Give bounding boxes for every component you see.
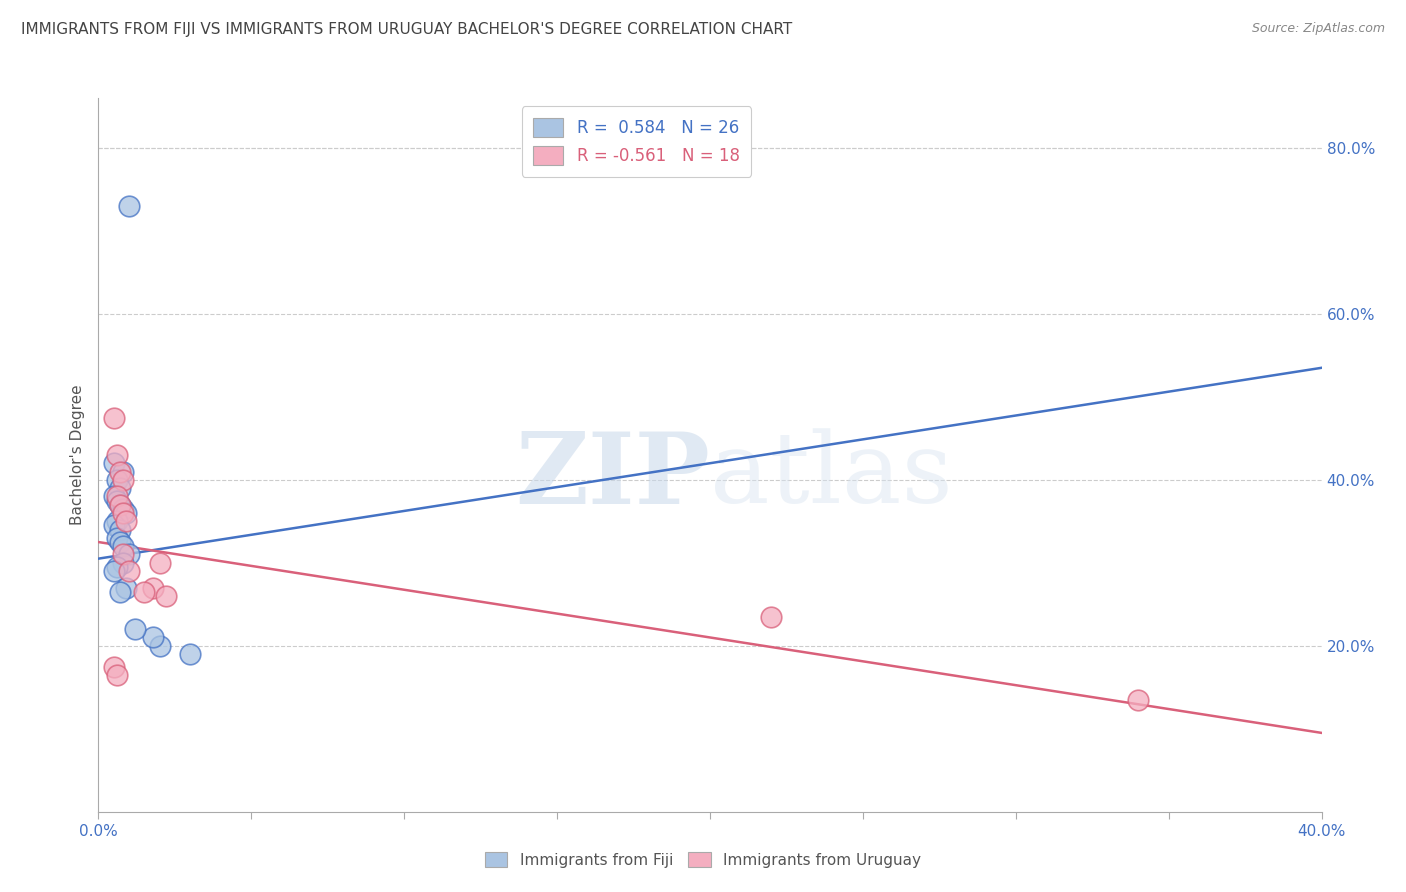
Point: [105, 490, 128, 504]
Point: [105, 448, 128, 462]
Point: [124, 622, 146, 636]
Point: [142, 631, 165, 645]
Point: [103, 659, 125, 673]
Point: [105, 514, 128, 528]
Text: IMMIGRANTS FROM FIJI VS IMMIGRANTS FROM URUGUAY BACHELOR'S DEGREE CORRELATION CH: IMMIGRANTS FROM FIJI VS IMMIGRANTS FROM …: [21, 22, 793, 37]
Point: [105, 531, 128, 545]
Point: [115, 514, 138, 528]
Point: [155, 589, 177, 603]
Point: [149, 556, 172, 570]
Point: [111, 556, 134, 570]
Point: [108, 465, 131, 479]
Point: [115, 506, 138, 520]
Text: Source: ZipAtlas.com: Source: ZipAtlas.com: [1251, 22, 1385, 36]
Text: ZIP: ZIP: [515, 428, 710, 524]
Point: [103, 564, 125, 578]
Point: [111, 548, 134, 562]
Point: [111, 501, 134, 516]
Point: [111, 473, 134, 487]
Point: [108, 498, 131, 512]
Point: [142, 581, 165, 595]
Point: [108, 584, 131, 599]
Point: [118, 548, 141, 562]
Point: [103, 456, 125, 470]
Point: [108, 481, 131, 495]
Point: [108, 523, 131, 537]
Point: [111, 539, 134, 553]
Point: [118, 199, 141, 213]
Point: [134, 584, 156, 599]
Point: [108, 535, 131, 549]
Point: [118, 564, 141, 578]
Point: [105, 668, 128, 682]
Text: atlas: atlas: [710, 428, 953, 524]
Point: [111, 506, 134, 520]
Point: [149, 639, 172, 653]
Point: [105, 560, 128, 574]
Point: [105, 473, 128, 487]
Legend: R =  0.584   N = 26, R = -0.561   N = 18: R = 0.584 N = 26, R = -0.561 N = 18: [522, 106, 751, 177]
Point: [105, 493, 128, 508]
Point: [759, 609, 782, 624]
Y-axis label: Bachelor's Degree: Bachelor's Degree: [70, 384, 86, 525]
Point: [115, 581, 138, 595]
Legend: Immigrants from Fiji, Immigrants from Uruguay: Immigrants from Fiji, Immigrants from Ur…: [477, 844, 929, 875]
Point: [103, 490, 125, 504]
Point: [103, 518, 125, 533]
Point: [179, 647, 201, 661]
Point: [111, 465, 134, 479]
Point: [1128, 692, 1150, 706]
Point: [103, 410, 125, 425]
Point: [108, 498, 131, 512]
